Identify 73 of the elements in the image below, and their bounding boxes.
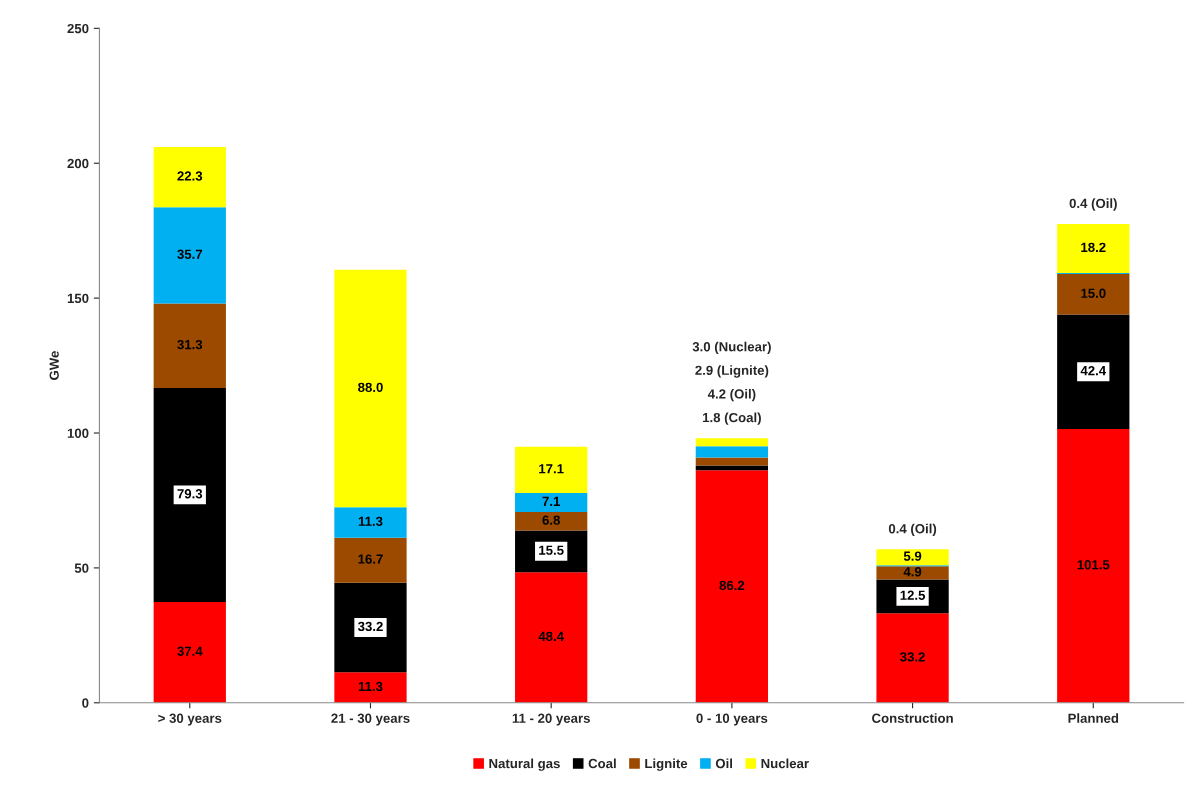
bar (515, 512, 588, 531)
bar (153, 207, 226, 304)
data-label: 12.5 (900, 590, 926, 600)
bar (515, 572, 588, 703)
annotation: 3.0 (Nuclear) (692, 341, 771, 355)
bar (515, 446, 588, 493)
y-tick-label: 0 (82, 698, 89, 708)
x-tick-label: Construction (872, 713, 953, 723)
data-label: 11.3 (358, 681, 383, 692)
legend-label: Oil (715, 758, 732, 769)
bar (153, 387, 226, 602)
legend-label: Lignite (645, 758, 688, 771)
y-tick-label: 100 (67, 428, 89, 438)
data-label: 35.7 (177, 249, 203, 259)
bar (695, 470, 769, 703)
annotation: 1.8 (Coal) (703, 412, 761, 425)
x-tick-label: 21 - 30 years (331, 713, 410, 726)
data-label: 86.2 (719, 580, 745, 591)
y-tick-label: 50 (74, 563, 89, 573)
x-tick-label: > 30 years (158, 713, 222, 726)
data-label: 18.2 (1081, 242, 1106, 253)
data-label: 15.0 (1081, 288, 1106, 298)
data-label: 33.2 (900, 652, 925, 662)
data-label: 33.2 (357, 621, 383, 632)
bar (334, 537, 407, 583)
bar (334, 672, 407, 703)
annotation: 0.4 (Oil) (1069, 198, 1117, 211)
annotation: 2.9 (Lignite) (695, 365, 769, 378)
y-tick-label: 200 (67, 158, 89, 169)
bar (876, 549, 949, 566)
data-label: 5.9 (903, 551, 922, 561)
y-axis-title: GWe (49, 351, 59, 380)
data-label: 22.3 (177, 171, 203, 181)
bar (876, 566, 949, 580)
bar (1057, 314, 1130, 429)
bar (334, 507, 407, 538)
y-tick-label: 150 (67, 293, 89, 304)
data-label: 79.3 (177, 489, 203, 499)
bar (1057, 428, 1130, 703)
x-tick-label: 11 - 20 years (512, 713, 590, 726)
bar (1057, 223, 1130, 274)
data-label: 37.4 (177, 646, 203, 656)
data-label: 11.3 (358, 516, 383, 526)
legend-label: Coal (588, 758, 616, 769)
bar (695, 438, 769, 447)
data-label: 42.4 (1080, 365, 1107, 376)
bar (153, 303, 226, 388)
x-tick-label: 0 - 10 years (696, 713, 768, 726)
data-label: 4.9 (903, 567, 922, 577)
legend-label: Natural gas (489, 758, 560, 771)
bar (153, 147, 226, 208)
data-label: 17.1 (539, 464, 564, 474)
legend-label: Nuclear (761, 758, 809, 769)
data-label: 16.7 (358, 554, 383, 564)
bar (876, 613, 949, 703)
data-label: 48.4 (538, 631, 564, 642)
data-label: 88.0 (358, 382, 383, 393)
data-label: 15.5 (539, 545, 564, 555)
bar (515, 492, 588, 513)
annotation: 4.2 (Oil) (707, 388, 756, 402)
data-label: 7.1 (542, 496, 560, 506)
bar (334, 269, 407, 508)
data-label: 6.8 (542, 515, 560, 525)
y-tick-label: 250 (67, 23, 89, 34)
data-label: 101.5 (1077, 560, 1110, 570)
data-label: 31.3 (177, 339, 203, 350)
bar (334, 582, 407, 673)
bar (153, 601, 226, 703)
bar (695, 446, 769, 458)
bar (695, 465, 769, 471)
bar (1057, 274, 1130, 315)
x-tick-label: Planned (1068, 713, 1119, 723)
annotation: 0.4 (Oil) (888, 523, 937, 536)
